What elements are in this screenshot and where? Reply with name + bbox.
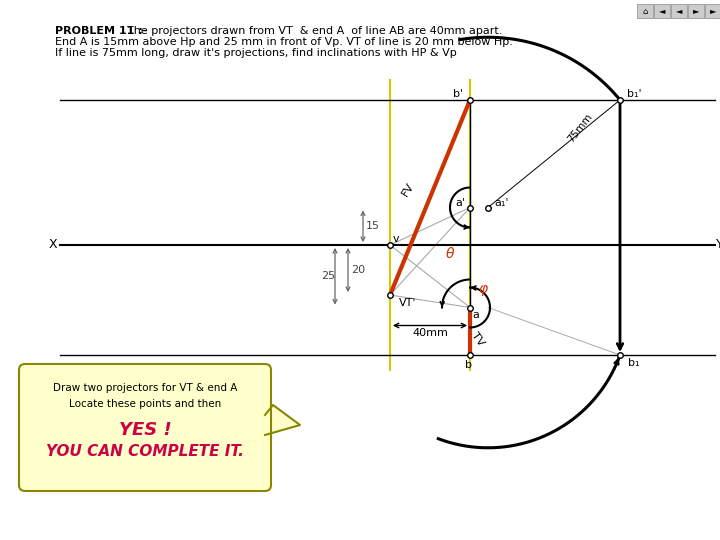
Text: θ: θ [446, 246, 454, 260]
Text: φ: φ [478, 282, 487, 296]
Text: TV: TV [469, 330, 486, 348]
FancyBboxPatch shape [19, 364, 271, 491]
Bar [705, 4, 720, 18]
Text: X: X [48, 239, 57, 252]
Text: 25: 25 [321, 271, 335, 281]
Bar [688, 4, 704, 18]
Text: ⌂: ⌂ [642, 6, 648, 16]
Text: 15: 15 [366, 221, 380, 231]
Text: b': b' [453, 89, 463, 99]
Text: YES !: YES ! [119, 421, 171, 439]
Text: a': a' [455, 198, 465, 207]
Text: PROBLEM 11 :-: PROBLEM 11 :- [55, 26, 148, 36]
Bar [637, 4, 653, 18]
Bar [671, 4, 687, 18]
Text: Locate these points and then: Locate these points and then [69, 399, 221, 409]
Text: 20: 20 [351, 265, 365, 275]
Text: ◄: ◄ [659, 6, 665, 16]
Text: Y: Y [716, 239, 720, 252]
Text: The projectors drawn from VT  & end A  of line AB are 40mm apart.: The projectors drawn from VT & end A of … [127, 26, 503, 36]
Polygon shape [265, 405, 300, 435]
Text: FV: FV [400, 181, 416, 198]
Text: ►: ► [693, 6, 699, 16]
Text: 40mm: 40mm [412, 327, 448, 338]
Text: End A is 15mm above Hp and 25 mm in front of Vp. VT of line is 20 mm below Hp.: End A is 15mm above Hp and 25 mm in fron… [55, 37, 513, 47]
Text: VT': VT' [400, 298, 417, 308]
Text: b: b [464, 360, 472, 370]
Text: v: v [392, 234, 400, 244]
Text: 75mm: 75mm [566, 111, 595, 144]
Bar [654, 4, 670, 18]
Text: ◄: ◄ [676, 6, 683, 16]
Text: b₁: b₁ [629, 358, 640, 368]
Text: YOU CAN COMPLETE IT.: YOU CAN COMPLETE IT. [46, 444, 244, 460]
Text: a₁': a₁' [495, 198, 509, 207]
Text: Draw two projectors for VT & end A: Draw two projectors for VT & end A [53, 383, 237, 393]
Text: b₁': b₁' [626, 89, 642, 99]
Text: If line is 75mm long, draw it's projections, find inclinations with HP & Vp: If line is 75mm long, draw it's projecti… [55, 48, 456, 58]
Text: ►: ► [710, 6, 716, 16]
Text: a: a [472, 310, 480, 321]
